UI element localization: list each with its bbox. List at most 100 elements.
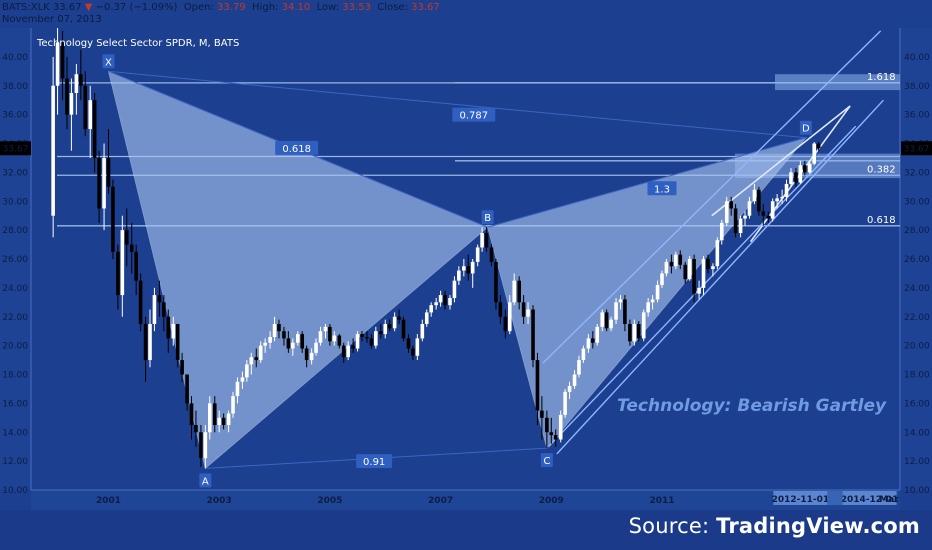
up-candle-body bbox=[609, 319, 613, 329]
down-candle-body bbox=[802, 165, 807, 173]
up-candle-body bbox=[51, 85, 55, 216]
down-candle-body bbox=[129, 244, 134, 252]
up-candle-body bbox=[309, 352, 314, 361]
up-candle-body bbox=[291, 342, 295, 349]
down-candle-body bbox=[92, 100, 97, 158]
up-candle-body bbox=[383, 323, 388, 335]
up-candle-body bbox=[747, 201, 752, 216]
down-candle-body bbox=[175, 323, 180, 361]
up-candle-body bbox=[231, 396, 235, 414]
up-candle-body bbox=[775, 198, 779, 202]
up-candle-body bbox=[434, 302, 438, 306]
up-candle-body bbox=[415, 338, 420, 356]
last-price-tag-right-text: 33.67 bbox=[904, 144, 930, 154]
up-candle-body bbox=[240, 377, 245, 382]
upper-channel-line bbox=[542, 30, 882, 364]
ratio-label-box bbox=[356, 454, 393, 469]
down-candle-body bbox=[157, 295, 162, 303]
up-candle-body bbox=[752, 189, 757, 202]
y-tick-label-left: 36.00 bbox=[2, 111, 28, 121]
pattern-point-box bbox=[102, 54, 115, 69]
x-tick-label: 2003 bbox=[207, 496, 232, 506]
up-candle-body bbox=[618, 299, 623, 303]
up-candle-body bbox=[798, 165, 803, 183]
y-tick-label-left: 40.00 bbox=[2, 53, 28, 63]
ratio-label-box bbox=[647, 181, 677, 196]
ratio-label: 0.618 bbox=[282, 144, 311, 155]
y-tick-label-right: 22.00 bbox=[904, 313, 930, 323]
x-tick-label: 2001 bbox=[96, 496, 121, 506]
source-credit: Source: TradingView.com bbox=[629, 514, 920, 538]
price-change: −0.37 (−1.09%) bbox=[95, 2, 178, 13]
down-candle-body bbox=[111, 186, 115, 252]
up-candle-body bbox=[812, 143, 817, 164]
lower-channel-line bbox=[556, 99, 884, 455]
x-tick-label: 2009 bbox=[539, 496, 564, 506]
up-candle-body bbox=[507, 302, 512, 332]
pattern-annotation: Technology: Bearish Gartley bbox=[617, 396, 887, 416]
up-candle-body bbox=[572, 374, 577, 387]
down-candle-body bbox=[540, 410, 544, 418]
down-candle-body bbox=[369, 338, 374, 346]
up-candle-body bbox=[784, 183, 789, 197]
down-candle-body bbox=[816, 143, 821, 149]
y-tick-label-left: 32.00 bbox=[2, 168, 28, 178]
up-candle-body bbox=[738, 218, 743, 234]
up-candle-body bbox=[424, 312, 429, 324]
bd-connector bbox=[487, 137, 807, 228]
up-candle-body bbox=[249, 357, 254, 365]
close-label: Close: bbox=[377, 2, 408, 13]
up-candle-body bbox=[586, 338, 591, 349]
left-axis-strip bbox=[0, 28, 31, 490]
up-candle-body bbox=[88, 100, 93, 130]
down-candle-body bbox=[545, 417, 549, 433]
down-candle-body bbox=[604, 312, 609, 329]
source-brand: TradingView.com bbox=[716, 514, 920, 538]
y-tick-label-right: 12.00 bbox=[904, 457, 930, 467]
down-candle-body bbox=[503, 316, 508, 332]
low-value: 33.53 bbox=[342, 2, 371, 13]
pattern-point-box bbox=[540, 453, 553, 468]
y-tick-label-right: 28.00 bbox=[904, 226, 930, 236]
down-candle-body bbox=[166, 316, 171, 339]
down-candle-body bbox=[189, 403, 194, 426]
fib-zone-upper bbox=[775, 74, 900, 91]
down-candle-body bbox=[669, 261, 674, 267]
chart-title: Technology Select Sector SPDR, M, BATS bbox=[36, 38, 239, 49]
up-candle-body bbox=[355, 334, 360, 349]
last-price-tag-left bbox=[0, 141, 31, 156]
down-candle-body bbox=[466, 266, 471, 274]
down-candle-body bbox=[254, 357, 259, 361]
x-range-highlight bbox=[827, 491, 843, 505]
up-candle-body bbox=[429, 305, 433, 313]
up-candle-body bbox=[697, 287, 701, 294]
down-candle-body bbox=[60, 42, 65, 79]
y-tick-label-left: 18.00 bbox=[2, 371, 28, 381]
up-candle-body bbox=[674, 254, 678, 267]
up-candle-body bbox=[664, 261, 669, 274]
down-candle-body bbox=[116, 251, 120, 296]
up-candle-body bbox=[245, 364, 249, 378]
down-candle-body bbox=[729, 201, 733, 209]
down-candle-body bbox=[591, 338, 595, 343]
up-candle-body bbox=[295, 334, 300, 343]
up-candle-body bbox=[711, 266, 715, 270]
bottom-axis-strip bbox=[31, 490, 900, 510]
x-date-tag-box bbox=[773, 491, 828, 505]
up-candle-body bbox=[807, 163, 812, 173]
down-candle-body bbox=[365, 336, 369, 339]
y-tick-label-right: 18.00 bbox=[904, 371, 930, 381]
down-candle-body bbox=[443, 295, 447, 306]
pattern-point-label: C bbox=[543, 456, 550, 467]
y-tick-label-left: 22.00 bbox=[2, 313, 28, 323]
y-tick-label-left: 24.00 bbox=[2, 284, 28, 294]
up-candle-body bbox=[687, 259, 692, 280]
down-candle-body bbox=[379, 331, 383, 335]
up-candle-body bbox=[789, 172, 793, 184]
up-candle-body bbox=[724, 201, 729, 223]
pattern-point-box bbox=[799, 120, 812, 135]
down-arrow-icon: ▼ bbox=[84, 2, 93, 13]
down-candle-body bbox=[162, 302, 166, 317]
high-value: 34.10 bbox=[281, 2, 311, 13]
